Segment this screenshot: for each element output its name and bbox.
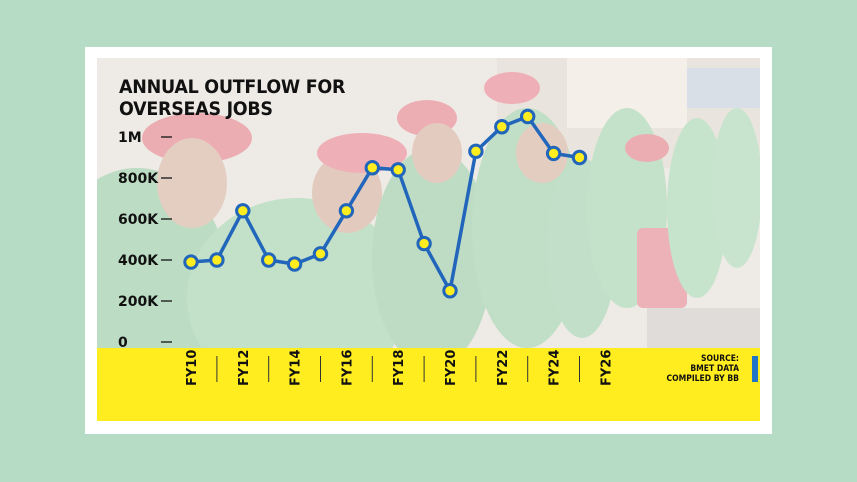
y-tick-label: 400K (118, 253, 159, 269)
photo-overlay (97, 58, 760, 348)
x-tick-label: FY24 (548, 350, 563, 386)
data-point (468, 143, 484, 160)
y-tick-label: 800K (118, 171, 159, 187)
data-point (520, 108, 536, 125)
data-point (364, 160, 380, 176)
x-tick-label: FY16 (340, 350, 355, 386)
data-point (183, 254, 199, 270)
source-line-1: SOURCE: (700, 354, 739, 364)
data-point (209, 252, 225, 268)
data-point (571, 149, 588, 166)
accent-tab (752, 356, 758, 382)
x-tick-label: FY26 (599, 350, 614, 386)
y-tick-label: 600K (118, 212, 159, 228)
chart-title: ANNUAL OUTFLOW FOR OVERSEAS JOBS (119, 76, 345, 120)
x-axis: FY10 FY12 FY14 FY16 FY18 FY20 FY22 FY24 FY26 (185, 350, 614, 386)
data-point (494, 119, 510, 135)
data-point (442, 283, 458, 299)
chart-title-line-2: OVERSEAS JOBS (119, 98, 273, 120)
y-axis: 0 200K 400K 600K 800K 1M (118, 130, 172, 351)
x-tick-label: FY22 (496, 350, 511, 386)
x-tick-label: FY10 (185, 350, 200, 386)
data-point (338, 203, 355, 219)
data-point (416, 235, 432, 252)
data-point (261, 252, 277, 268)
y-tick-label: 1M (118, 130, 142, 146)
series-line (189, 114, 582, 293)
series-group (183, 108, 588, 299)
data-point (286, 256, 303, 272)
x-tick-label: FY18 (392, 350, 407, 386)
chart-title-line-1: ANNUAL OUTFLOW FOR (119, 76, 346, 98)
y-tick-label: 200K (118, 294, 159, 310)
source-line-3: COMPILED BY BB (666, 374, 740, 384)
x-tick-label: FY14 (289, 350, 304, 386)
x-tick-label: FY12 (237, 350, 252, 386)
data-point (235, 203, 251, 219)
data-point (312, 246, 329, 262)
source-line-2: BMET DATA (690, 364, 739, 374)
y-tick-label: 0 (118, 335, 128, 351)
x-tick-label: FY20 (444, 350, 459, 386)
x-axis-band (97, 348, 760, 421)
data-point (390, 162, 406, 178)
source-note: SOURCE: BMET DATA COMPILED BY BB (667, 354, 740, 384)
data-point (545, 145, 562, 162)
